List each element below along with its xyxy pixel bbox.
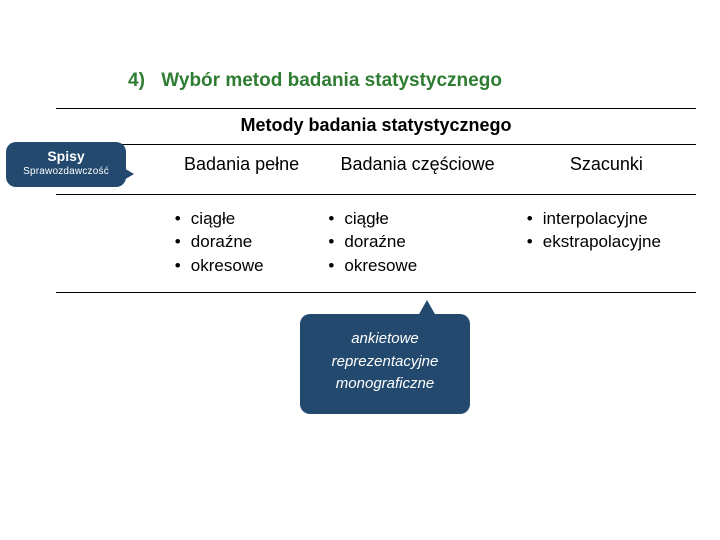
table-header-row: Badania pełne Badania częściowe Szacunki [56, 145, 696, 195]
col-head-2: Badania częściowe [318, 145, 516, 195]
callout-left-line2: Sprawozdawczość [14, 166, 118, 177]
callout-bottom: ankietowe reprezentacyjne monograficzne [300, 314, 470, 414]
list-item: okresowe [328, 254, 510, 278]
section-heading: 4) Wybór metod badania statystycznego [128, 70, 502, 92]
col-head-3: Szacunki [517, 145, 696, 195]
list-item: ciągłe [328, 207, 510, 231]
callout-left: Spisy Sprawozdawczość [6, 142, 126, 187]
col-body-0 [56, 194, 165, 292]
list-col-1: ciągłe doraźne okresowe [171, 207, 313, 278]
list-item: okresowe [175, 254, 313, 278]
col-body-1: ciągłe doraźne okresowe [165, 194, 319, 292]
methods-table: Metody badania statystycznego Badania pe… [56, 108, 696, 293]
heading-number: 4) [128, 70, 156, 92]
list-col-2: ciągłe doraźne okresowe [324, 207, 510, 278]
table-title: Metody badania statystycznego [56, 109, 696, 145]
callout-bottom-line3: monograficzne [312, 373, 458, 396]
list-item: ciągłe [175, 207, 313, 231]
list-item: doraźne [328, 230, 510, 254]
col-body-3: interpolacyjne ekstrapolacyjne [517, 194, 696, 292]
col-head-1: Badania pełne [165, 145, 319, 195]
callout-bottom-line1: ankietowe [312, 328, 458, 351]
list-item: interpolacyjne [527, 207, 690, 231]
callout-left-tail-icon [122, 167, 134, 181]
heading-text: Wybór metod badania statystycznego [161, 70, 502, 91]
callout-bottom-line2: reprezentacyjne [312, 351, 458, 374]
callout-bottom-tail-icon [418, 300, 436, 316]
list-item: ekstrapolacyjne [527, 230, 690, 254]
callout-left-line1: Spisy [14, 148, 118, 164]
list-item: doraźne [175, 230, 313, 254]
table-body-row: ciągłe doraźne okresowe ciągłe doraźne o… [56, 194, 696, 292]
methods-table-wrap: Metody badania statystycznego Badania pe… [56, 108, 696, 293]
page: 4) Wybór metod badania statystycznego Me… [0, 0, 720, 540]
col-body-2: ciągłe doraźne okresowe [318, 194, 516, 292]
list-col-3: interpolacyjne ekstrapolacyjne [523, 207, 690, 255]
